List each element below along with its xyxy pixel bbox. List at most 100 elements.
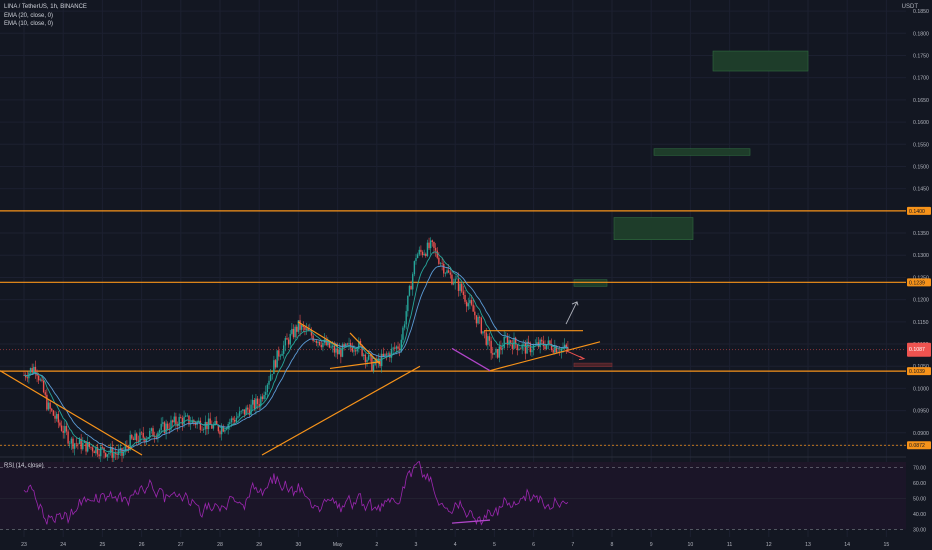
candle-body bbox=[488, 336, 491, 341]
candle-body bbox=[214, 421, 216, 425]
candle-body bbox=[103, 447, 105, 453]
candle-body bbox=[284, 338, 287, 346]
candle-body bbox=[454, 278, 456, 284]
candle-body bbox=[26, 377, 28, 379]
rsi-label[interactable]: RSI (14, close) bbox=[4, 463, 44, 469]
candle-body bbox=[276, 350, 278, 368]
price-tick: 0.1700 bbox=[913, 76, 929, 82]
symbol-title[interactable]: LINA / TetherUS, 1h, BINANCE bbox=[4, 4, 87, 10]
candle-body bbox=[59, 422, 61, 426]
rsi-divergence-line bbox=[451, 519, 491, 524]
candle-body bbox=[446, 270, 448, 274]
candle-body bbox=[457, 278, 460, 291]
candle-body bbox=[418, 249, 420, 255]
candle-body bbox=[287, 339, 290, 345]
candle-body bbox=[54, 415, 56, 419]
candle-body bbox=[291, 328, 293, 334]
candle-body bbox=[405, 311, 407, 325]
candle-body bbox=[240, 410, 242, 412]
candle-body bbox=[251, 399, 254, 405]
candle-body bbox=[390, 348, 393, 358]
candle-body bbox=[158, 429, 161, 433]
candle-body bbox=[479, 317, 481, 318]
current-price-label: 0.1087 bbox=[909, 347, 925, 353]
time-tick: May bbox=[333, 542, 343, 548]
candle-body bbox=[57, 413, 59, 423]
candle-body bbox=[351, 347, 353, 352]
candle-body bbox=[555, 346, 558, 353]
candle-body bbox=[167, 423, 169, 429]
candle-body bbox=[101, 446, 104, 448]
candle-body bbox=[464, 295, 466, 302]
candle-body bbox=[44, 392, 46, 395]
candle-body bbox=[46, 394, 48, 410]
time-tick: 4 bbox=[454, 542, 457, 548]
candle-body bbox=[64, 426, 66, 433]
time-tick: 6 bbox=[532, 542, 535, 548]
candle-body bbox=[300, 325, 303, 330]
time-tick: 7 bbox=[571, 542, 574, 548]
candle-body bbox=[34, 366, 37, 373]
candle-body bbox=[333, 345, 336, 353]
candle-body bbox=[77, 443, 79, 445]
candle-body bbox=[286, 338, 288, 340]
candle-body bbox=[250, 404, 252, 415]
candle-body bbox=[136, 433, 138, 441]
candle-body bbox=[483, 331, 486, 333]
candle-body bbox=[482, 331, 484, 334]
candle-body bbox=[232, 418, 234, 420]
candle-body bbox=[38, 375, 40, 381]
level-badge bbox=[907, 441, 931, 450]
candle-body bbox=[150, 428, 153, 431]
candle-body bbox=[348, 343, 350, 345]
candle-body bbox=[519, 348, 522, 350]
candle-body bbox=[447, 270, 450, 273]
horizontal-levels bbox=[0, 210, 906, 446]
candle-body bbox=[24, 375, 27, 378]
candle-body bbox=[501, 348, 504, 350]
candle-body bbox=[363, 354, 365, 356]
candle-body bbox=[385, 353, 388, 355]
candle-body bbox=[39, 379, 42, 381]
time-tick: 14 bbox=[844, 542, 850, 548]
time-tick: 5 bbox=[493, 542, 496, 548]
ema10-label[interactable]: EMA (10, close, 0) bbox=[4, 21, 54, 27]
candle-body bbox=[211, 424, 213, 429]
time-tick: 23 bbox=[21, 542, 27, 548]
candle-body bbox=[137, 440, 140, 443]
candle-body bbox=[140, 432, 143, 434]
candle-body bbox=[147, 437, 149, 439]
candle-body bbox=[132, 438, 135, 440]
candle-body bbox=[279, 355, 282, 357]
candle-body bbox=[142, 432, 144, 438]
candle-body bbox=[367, 355, 370, 360]
time-tick: 13 bbox=[805, 542, 811, 548]
time-tick: 12 bbox=[766, 542, 772, 548]
price-tick: 0.1800 bbox=[913, 31, 929, 37]
trendline bbox=[297, 321, 339, 347]
candle-body bbox=[242, 409, 244, 411]
candle-body bbox=[310, 330, 313, 336]
time-tick: 30 bbox=[296, 542, 302, 548]
candle-body bbox=[465, 301, 468, 307]
candle-body bbox=[220, 426, 223, 435]
trendline bbox=[261, 365, 421, 456]
level-badge bbox=[907, 278, 931, 287]
time-tick: 15 bbox=[884, 542, 890, 548]
candle-body bbox=[106, 454, 108, 457]
ema20-label[interactable]: EMA (20, close, 0) bbox=[4, 12, 54, 19]
candle-body bbox=[416, 254, 419, 259]
candle-body bbox=[201, 429, 203, 431]
candle-body bbox=[234, 419, 236, 422]
price-tick: 0.1750 bbox=[913, 53, 929, 59]
candle-body bbox=[122, 451, 125, 456]
candle-body bbox=[219, 431, 221, 435]
candle-body bbox=[397, 346, 399, 349]
candle-body bbox=[361, 345, 363, 356]
candle-body bbox=[292, 328, 295, 338]
target-zone bbox=[712, 50, 809, 72]
candlesticks bbox=[23, 237, 569, 463]
candle-body bbox=[400, 339, 402, 350]
candle-body bbox=[505, 336, 507, 338]
